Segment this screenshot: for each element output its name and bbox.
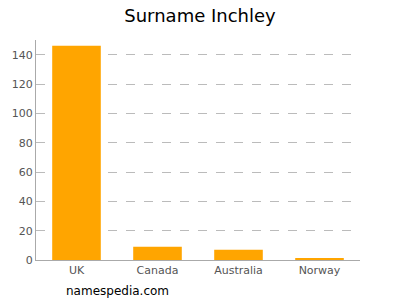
svg-text:120: 120	[12, 78, 33, 91]
svg-text:80: 80	[19, 137, 33, 150]
svg-text:20: 20	[19, 225, 33, 238]
svg-text:namespedia.com: namespedia.com	[66, 284, 169, 298]
svg-text:Australia: Australia	[214, 264, 263, 277]
svg-text:Surname Inchley: Surname Inchley	[124, 5, 276, 26]
svg-text:40: 40	[19, 195, 33, 208]
svg-text:100: 100	[12, 107, 33, 120]
svg-text:140: 140	[12, 49, 33, 62]
svg-text:UK: UK	[69, 264, 85, 277]
svg-text:60: 60	[19, 166, 33, 179]
svg-text:Norway: Norway	[299, 264, 341, 277]
svg-text:Canada: Canada	[137, 264, 179, 277]
svg-text:0: 0	[26, 254, 33, 267]
